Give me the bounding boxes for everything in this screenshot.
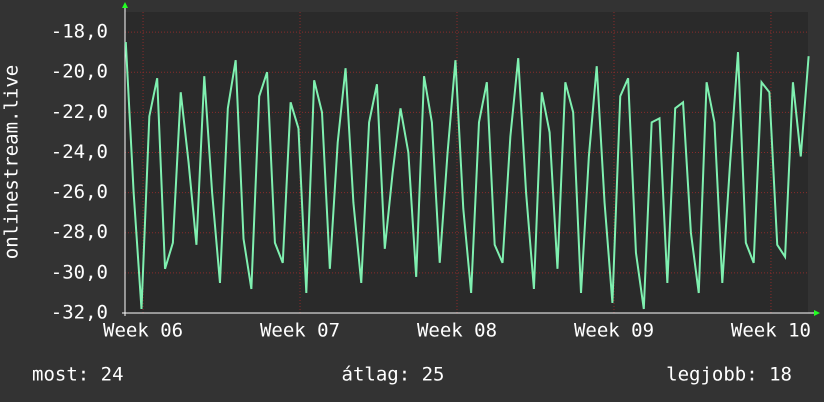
y-axis-label: onlinestream.live <box>1 65 23 259</box>
y-tick-label: -30,0 <box>51 261 108 283</box>
footer-text: legjobb: 18 <box>666 364 792 386</box>
y-tick-label: -22,0 <box>51 101 108 123</box>
axis-arrow <box>122 2 128 8</box>
y-tick-label: -26,0 <box>51 181 108 203</box>
y-tick-label: -28,0 <box>51 221 108 243</box>
x-tick-label: Week 08 <box>417 320 497 342</box>
axis-arrow <box>814 310 820 316</box>
y-tick-label: -24,0 <box>51 141 108 163</box>
footer-text: átlag: 25 <box>342 364 445 386</box>
y-tick-label: -18,0 <box>51 21 108 43</box>
x-tick-label: Week 10 <box>731 320 811 342</box>
footer-text: most: 24 <box>32 364 124 386</box>
x-tick-label: Week 07 <box>260 320 340 342</box>
plot-area <box>125 12 808 313</box>
x-tick-label: Week 09 <box>574 320 654 342</box>
y-tick-label: -32,0 <box>51 302 108 324</box>
x-tick-label: Week 06 <box>103 320 183 342</box>
y-tick-label: -20,0 <box>51 61 108 83</box>
data-line <box>124 42 810 310</box>
